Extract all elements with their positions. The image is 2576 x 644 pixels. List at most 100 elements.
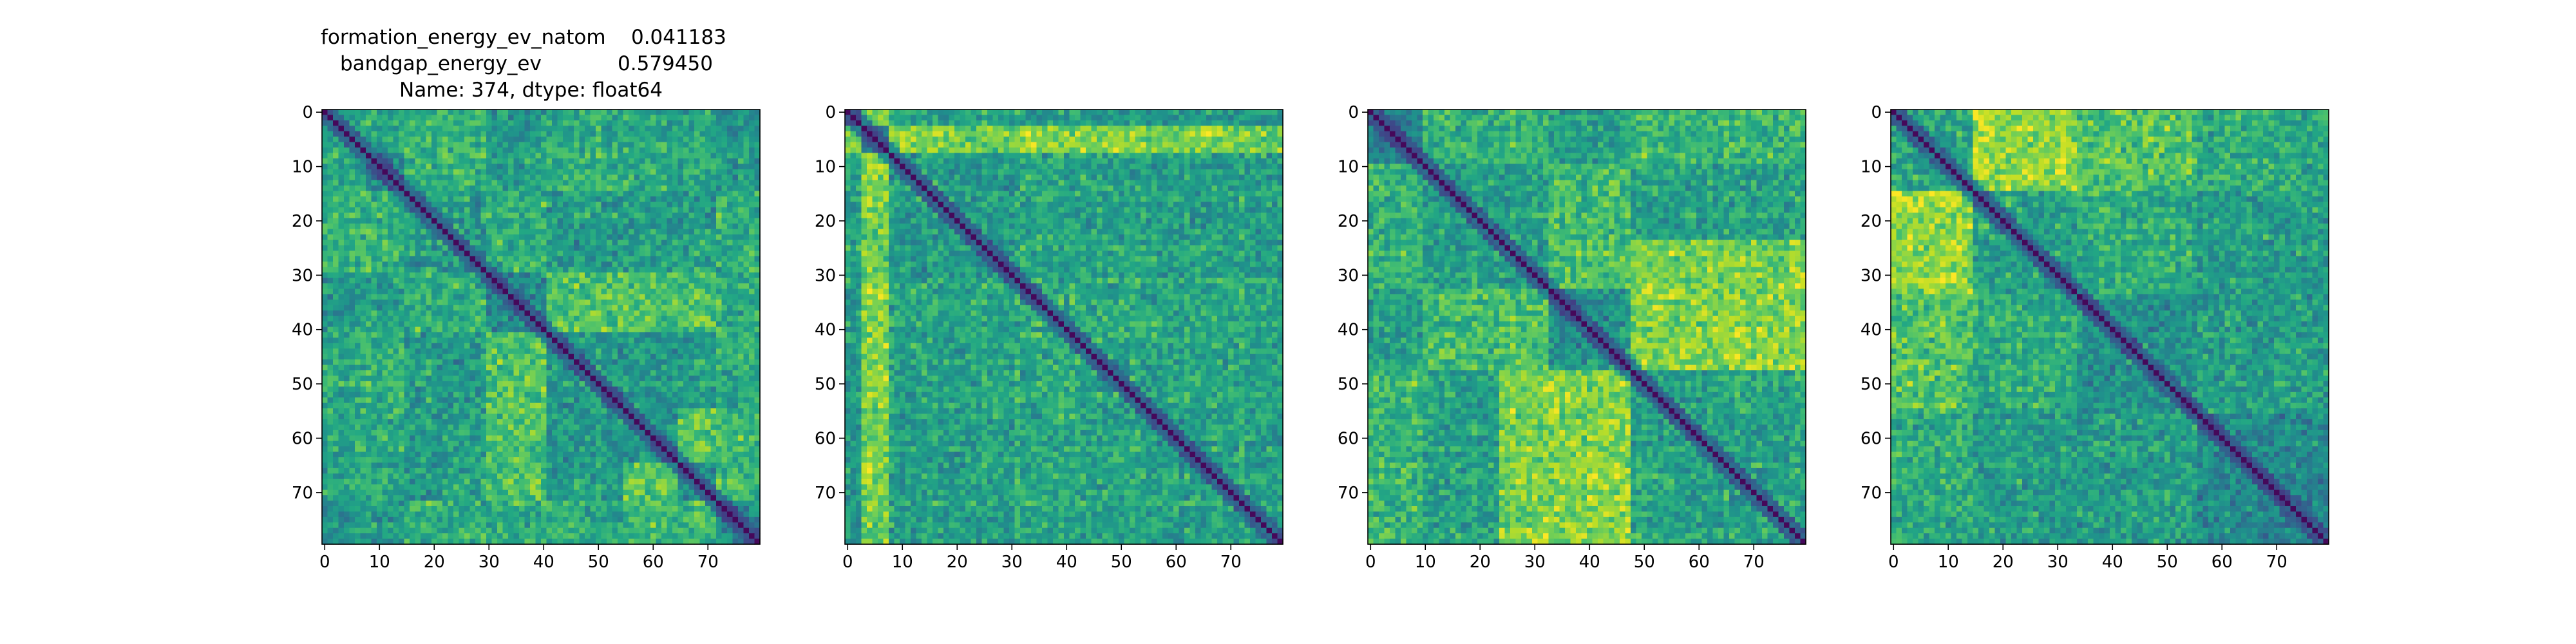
heatmap-cell (601, 115, 607, 121)
heatmap-cell (388, 283, 394, 290)
heatmap-cell (618, 392, 624, 398)
heatmap-cell (634, 299, 640, 306)
heatmap-cell (639, 180, 646, 186)
heatmap-cell (464, 332, 471, 338)
heatmap-cell (650, 365, 657, 371)
heatmap-cell (716, 283, 723, 290)
heatmap-cell (552, 131, 558, 137)
heatmap-cell (388, 397, 394, 404)
heatmap-cell (404, 370, 410, 377)
heatmap-cell (355, 229, 361, 235)
heatmap-cell (574, 196, 580, 203)
heatmap-cell (552, 164, 558, 170)
heatmap-cell (672, 310, 679, 317)
heatmap-cell (694, 440, 701, 447)
heatmap-cell (629, 109, 635, 116)
heatmap-cell (699, 278, 706, 284)
heatmap-cell (732, 435, 739, 442)
heatmap-cell (563, 299, 569, 306)
heatmap-cell (574, 175, 580, 181)
heatmap-cell (612, 402, 618, 409)
heatmap-cell (377, 386, 383, 393)
heatmap-cell (459, 392, 465, 398)
heatmap-cell (382, 131, 388, 137)
heatmap-cell (469, 381, 476, 387)
heatmap-cell (596, 327, 602, 333)
heatmap-cell (716, 153, 723, 159)
heatmap-cell (710, 185, 717, 192)
heatmap-cell (716, 180, 723, 186)
heatmap-cell (541, 316, 547, 322)
heatmap-cell (705, 386, 712, 393)
heatmap-cell (475, 120, 482, 126)
heatmap-cell (754, 147, 761, 154)
heatmap-cell (601, 321, 607, 328)
heatmap-cell (399, 256, 405, 262)
heatmap-cell (677, 191, 684, 197)
heatmap-cell (421, 337, 427, 344)
heatmap-cell (743, 126, 750, 132)
heatmap-cell (557, 321, 564, 328)
heatmap-cell (393, 115, 399, 121)
heatmap-cell (672, 202, 679, 208)
heatmap-cell (639, 126, 646, 132)
heatmap-cell (672, 327, 679, 333)
heatmap-cell (694, 175, 701, 181)
heatmap-cell (530, 109, 536, 116)
heatmap-cell (596, 256, 602, 262)
heatmap-cell (382, 283, 388, 290)
heatmap-cell (519, 213, 526, 219)
heatmap-cell (464, 327, 471, 333)
heatmap-cell (442, 267, 449, 273)
heatmap-cell (612, 109, 618, 116)
heatmap-cell (404, 392, 410, 398)
heatmap-cell (426, 354, 432, 360)
heatmap-cell (377, 158, 383, 164)
heatmap-cell (738, 305, 744, 311)
heatmap-cell (656, 109, 662, 116)
heatmap-cell (519, 169, 526, 175)
heatmap-cell (399, 332, 405, 338)
heatmap-cell (677, 321, 684, 328)
heatmap-cell (360, 245, 366, 251)
heatmap-cell (491, 251, 498, 257)
heatmap-cell (732, 137, 739, 143)
heatmap-cell (464, 375, 471, 382)
heatmap-cell (480, 207, 487, 213)
heatmap-cell (546, 289, 553, 295)
heatmap-cell (382, 289, 388, 295)
heatmap-cell (590, 267, 596, 273)
heatmap-cell (546, 435, 553, 442)
heatmap-cell (596, 381, 602, 387)
heatmap-cell (645, 381, 651, 387)
heatmap-cell (629, 419, 635, 425)
heatmap-cell (596, 354, 602, 360)
heatmap-cell (574, 261, 580, 268)
heatmap-cell (426, 343, 432, 349)
heatmap-cell (612, 278, 618, 284)
heatmap-cell (344, 180, 350, 186)
heatmap-cell (349, 147, 355, 154)
heatmap-cell (623, 381, 629, 387)
heatmap-cell (672, 365, 679, 371)
heatmap-cell (667, 419, 673, 425)
heatmap-cell (322, 256, 328, 262)
heatmap-cell (333, 359, 339, 366)
heatmap-cell (629, 278, 635, 284)
heatmap-cell (688, 386, 695, 393)
heatmap-cell (749, 223, 755, 230)
heatmap-cell (410, 109, 416, 116)
heatmap-cell (349, 196, 355, 203)
heatmap-cell (754, 359, 761, 366)
heatmap-cell (596, 435, 602, 442)
heatmap-cell (382, 386, 388, 393)
heatmap-cell (355, 213, 361, 219)
heatmap-cell (585, 164, 591, 170)
heatmap-cell (382, 272, 388, 279)
heatmap-cell (519, 196, 526, 203)
heatmap-cell (502, 158, 509, 164)
heatmap-cell (327, 229, 334, 235)
heatmap-cell (612, 316, 618, 322)
heatmap-cell (743, 397, 750, 404)
heatmap-cell (667, 370, 673, 377)
